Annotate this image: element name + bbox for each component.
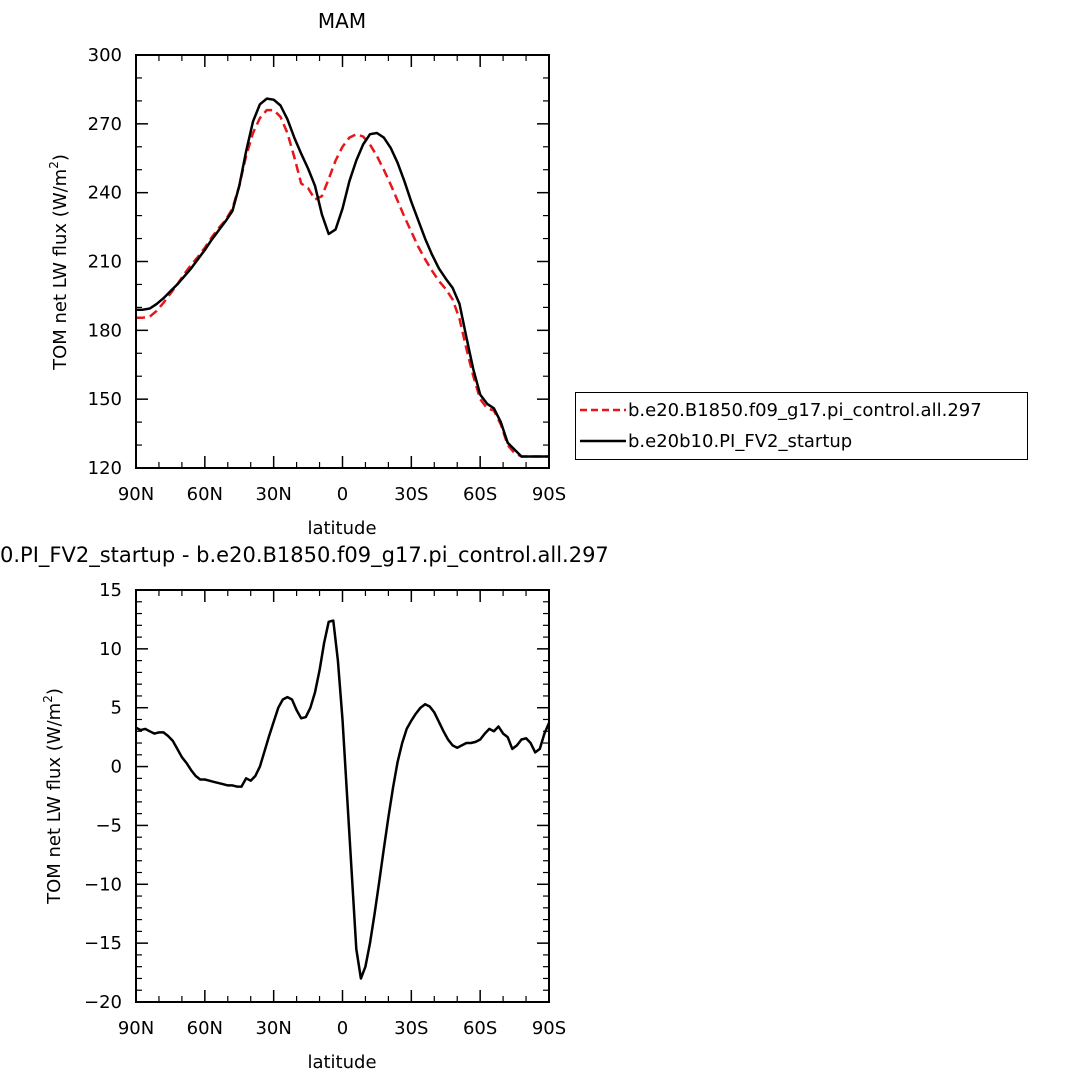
top-x-axis-label: latitude (307, 518, 376, 539)
bottom-x-axis-label: latitude (307, 1052, 376, 1073)
x-tick-label: 90N (118, 484, 154, 505)
x-tick-label: 60N (187, 1018, 223, 1039)
y-tick-label: 120 (88, 458, 122, 479)
x-tick-label: 60S (463, 1018, 497, 1039)
x-tick-label: 60S (463, 484, 497, 505)
y-tick-label: 300 (88, 45, 122, 66)
legend-swatch-dashed-red (580, 408, 626, 412)
legend-item-control: b.e20.B1850.f09_g17.pi_control.all.297 (580, 397, 982, 423)
series-line (136, 97, 549, 458)
x-tick-label: 30S (394, 484, 428, 505)
bottom-plot-frame (135, 589, 550, 1003)
legend: b.e20.B1850.f09_g17.pi_control.all.297 b… (575, 392, 1028, 460)
x-tick-label: 0 (337, 484, 348, 505)
bottom-chart-series (135, 619, 551, 980)
y-tick-label: −5 (95, 815, 122, 836)
bottom-y-axis-label: TOM net LW flux (W/m2) (41, 688, 65, 905)
x-tick-label: 90S (532, 1018, 566, 1039)
bottom-chart-ticks: 90N 60N 30N 0 30S 60S 90S −20 −15 −10 −5 0 5 10 15 (84, 580, 566, 1039)
legend-swatch-solid-black (580, 439, 626, 443)
top-y-axis-label: TOM net LW flux (W/m2) (47, 154, 71, 371)
y-tick-label: 270 (88, 114, 122, 135)
y-tick-label: 150 (88, 389, 122, 410)
series-line (136, 108, 549, 458)
y-tick-label: 180 (88, 320, 122, 341)
x-tick-label: 90N (118, 1018, 154, 1039)
y-tick-label: −20 (84, 992, 122, 1013)
x-tick-label: 30S (394, 1018, 428, 1039)
y-tick-label: 240 (88, 183, 122, 204)
y-tick-label: −10 (84, 874, 122, 895)
top-chart-series (136, 97, 549, 458)
x-tick-label: 60N (187, 484, 223, 505)
top-chart-ticks: 90N 60N 30N 0 30S 60S 90S 120 150 180 210 240 270 300 (88, 45, 567, 505)
top-plot-frame (135, 54, 550, 469)
bottom-chart-title: 0.PI_FV2_startup - b.e20.B1850.f09_g17.p… (0, 543, 609, 568)
top-chart-title: MAM (318, 9, 366, 33)
legend-item-startup: b.e20b10.PI_FV2_startup (580, 428, 852, 454)
y-tick-label: −15 (84, 933, 122, 954)
y-tick-label: 5 (111, 698, 122, 719)
y-tick-label: 15 (99, 580, 122, 601)
y-tick-label: 210 (88, 252, 122, 273)
x-tick-label: 30N (255, 484, 291, 505)
legend-label: b.e20.B1850.f09_g17.pi_control.all.297 (628, 399, 982, 421)
x-tick-label: 0 (337, 1018, 348, 1039)
y-tick-label: 10 (99, 639, 122, 660)
x-tick-label: 90S (532, 484, 566, 505)
series-line (135, 619, 551, 980)
y-tick-label: 0 (111, 757, 122, 778)
x-tick-label: 30N (255, 1018, 291, 1039)
legend-label: b.e20b10.PI_FV2_startup (628, 430, 853, 452)
